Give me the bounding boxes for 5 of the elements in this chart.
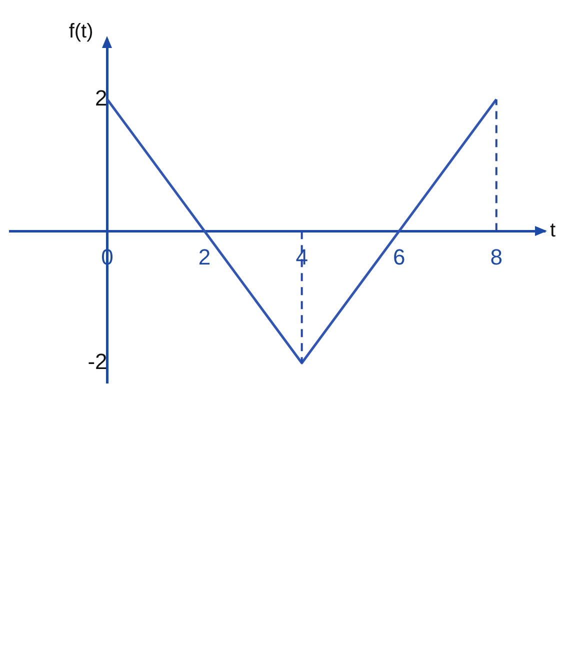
x-tick-label: 8 [490,244,502,270]
y-axis-title: f(t) [68,20,94,43]
x-axis-title: t [550,220,556,242]
x-tick-label: 2 [198,244,211,270]
x-tick-label: 6 [392,244,406,270]
